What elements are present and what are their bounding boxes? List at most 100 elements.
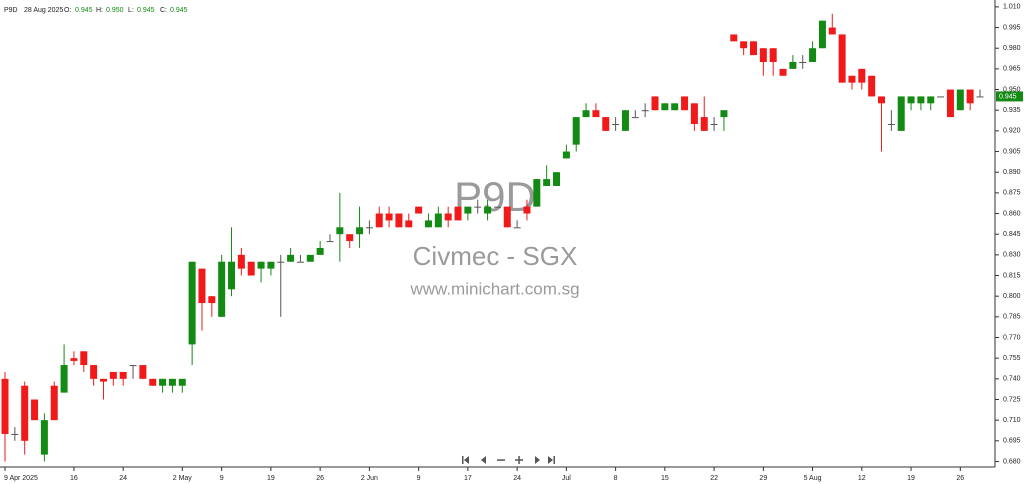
candle-body xyxy=(976,96,984,98)
x-tick-label: 29 xyxy=(759,475,767,482)
y-tick-label: 0.920 xyxy=(1003,128,1021,135)
header-value: 0.945 xyxy=(75,7,93,14)
candle-body xyxy=(503,206,511,228)
candle-body xyxy=(99,378,107,382)
nav-controls[interactable] xyxy=(462,456,555,464)
candle-body xyxy=(356,227,364,235)
header-date: 28 Aug 2025 xyxy=(24,7,63,14)
candle-body xyxy=(641,110,649,112)
y-tick-label: 0.815 xyxy=(1003,272,1021,279)
watermark-name: Civmec - SGX xyxy=(413,241,578,271)
candle-body xyxy=(720,110,728,118)
candle-body xyxy=(40,420,48,455)
candle-body xyxy=(415,206,423,214)
candle-body xyxy=(70,358,78,361)
candle-body xyxy=(444,213,452,221)
candle-body xyxy=(769,48,777,62)
candle-body xyxy=(149,378,157,386)
y-tick-label: 0.935 xyxy=(1003,107,1021,114)
candle-body xyxy=(690,103,698,124)
last-price-label: 0.945 xyxy=(999,93,1017,100)
y-tick-label: 0.710 xyxy=(1003,417,1021,424)
candle-body xyxy=(799,61,807,63)
y-tick-label: 0.800 xyxy=(1003,293,1021,300)
x-tick-label: 5 Aug xyxy=(804,475,822,482)
nav-zoom-in[interactable] xyxy=(515,456,523,464)
x-tick-label: 24 xyxy=(513,475,521,482)
candle-body xyxy=(553,172,561,186)
candle-body xyxy=(651,96,659,111)
candle-body xyxy=(681,96,689,111)
header-label: H: xyxy=(96,7,103,14)
nav-first[interactable] xyxy=(462,456,469,464)
candle-body xyxy=(267,261,275,269)
x-tick-label: 12 xyxy=(858,475,866,482)
candle-body xyxy=(277,261,285,263)
x-tick-label: 26 xyxy=(316,475,324,482)
x-tick-label: 2 May xyxy=(173,475,193,482)
y-tick-label: 0.740 xyxy=(1003,376,1021,383)
candle-body xyxy=(956,89,964,111)
y-tick-label: 0.755 xyxy=(1003,355,1021,362)
y-tick-label: 0.995 xyxy=(1003,24,1021,31)
candle-body xyxy=(484,206,492,214)
candle-body xyxy=(119,371,127,379)
candle-body xyxy=(513,227,521,229)
candle-body xyxy=(80,351,88,366)
x-tick-label: 22 xyxy=(710,475,718,482)
candle-body xyxy=(592,110,600,118)
candle-body xyxy=(818,20,826,49)
x-tick-label: 2 Jun xyxy=(361,475,378,482)
y-tick-label: 0.845 xyxy=(1003,231,1021,238)
y-tick-label: 0.725 xyxy=(1003,396,1021,403)
candle-body xyxy=(887,123,895,125)
candle-body xyxy=(375,213,383,228)
candle-body xyxy=(178,378,186,386)
candle-body xyxy=(582,110,590,118)
candle-body xyxy=(218,261,226,317)
candle-body xyxy=(198,268,206,304)
y-tick-label: 0.890 xyxy=(1003,169,1021,176)
candle-body xyxy=(287,254,295,262)
y-tick-label: 0.830 xyxy=(1003,252,1021,259)
candle-body xyxy=(434,213,442,228)
candle-body xyxy=(907,96,915,104)
nav-last[interactable] xyxy=(548,456,555,464)
y-tick-label: 0.875 xyxy=(1003,190,1021,197)
x-tick-label: 26 xyxy=(956,475,964,482)
candle-body xyxy=(336,227,344,235)
x-tick-label: 9 xyxy=(417,475,421,482)
candle-body xyxy=(11,433,19,435)
nav-zoom-out[interactable] xyxy=(497,459,505,461)
x-tick-label: 15 xyxy=(661,475,669,482)
candle-body xyxy=(730,34,738,42)
last-price-tag xyxy=(996,91,1023,102)
candle-body xyxy=(464,206,472,214)
x-tick-label: 8 xyxy=(614,475,618,482)
candle-body xyxy=(129,365,137,367)
x-tick-label: 16 xyxy=(70,475,78,482)
candle-body xyxy=(247,261,255,276)
candle-body xyxy=(90,365,98,379)
candle-body xyxy=(612,123,620,125)
header-value: 0.950 xyxy=(106,7,124,14)
nav-next[interactable] xyxy=(535,456,540,464)
candle-body xyxy=(602,117,610,131)
candle-body xyxy=(454,206,462,221)
candle-body xyxy=(346,234,354,242)
candle-body xyxy=(296,261,304,263)
candle-body xyxy=(966,89,974,104)
candle-body xyxy=(208,296,216,304)
candle-body xyxy=(50,385,58,421)
candle-body xyxy=(474,206,482,208)
candle-body xyxy=(405,220,413,228)
nav-prev[interactable] xyxy=(481,456,486,464)
y-tick-label: 0.680 xyxy=(1003,458,1021,465)
header-label: L: xyxy=(128,7,134,14)
candle-body xyxy=(759,48,767,62)
y-tick-label: 0.965 xyxy=(1003,66,1021,73)
x-tick-label: 9 xyxy=(220,475,224,482)
candle-body xyxy=(228,261,236,290)
candle-body xyxy=(828,27,836,35)
candle-body xyxy=(257,261,265,269)
